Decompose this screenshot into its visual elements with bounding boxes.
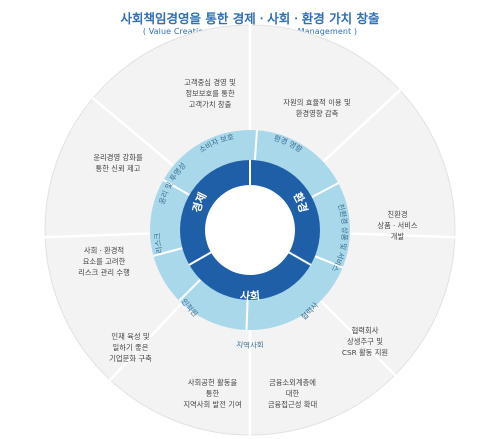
diagram-title: 사회책임경영을 통한 경제ㆍ사회ㆍ환경 가치 창출	[120, 11, 380, 26]
middle-ring-separators	[153, 130, 344, 330]
outer-ring-separator	[349, 232, 456, 239]
outer-text-partner-support: 협력회사 상생추구 및 CSR 활동 지원	[341, 326, 389, 357]
outer-ring-separator	[322, 88, 402, 163]
outer-ring-separator	[319, 299, 397, 377]
outer-text-customer-value: 고객중심 경영 및 정보보호를 통한 고객가치 창출	[184, 78, 236, 109]
middle-ring-separator	[153, 247, 183, 257]
middle-label-community: 지역사회	[236, 340, 264, 350]
middle-ring-separator	[311, 182, 339, 198]
outer-text-ethics-trust: 윤리경영 강화를 통한 신뢰 제고	[93, 153, 143, 173]
outer-text-talent-culture: 인재 육성 및 일하기 좋은 기업문화 구축	[109, 332, 152, 363]
outer-ring-separators	[44, 24, 456, 436]
middle-ring-separator	[162, 179, 190, 196]
outer-ring-separator	[108, 302, 183, 382]
middle-ring-separator	[245, 299, 249, 330]
outer-text-community-contribution: 사회공헌 활동을 통한 지역사회 발전 기여	[183, 378, 242, 409]
outer-text-eco-products-development: 친환경 상품ㆍ서비스 개발	[377, 210, 418, 241]
pillar-label-society: 사회	[239, 288, 260, 303]
outer-ring-separator	[44, 232, 151, 239]
outer-ring-separator	[91, 96, 175, 167]
middle-ring-separator	[178, 278, 202, 302]
outer-text-financial-access: 금융소외계층에 대한 금융접근성 확대	[267, 378, 318, 409]
middle-ring-separator	[314, 255, 344, 269]
center-circle	[205, 185, 295, 275]
middle-label-risk: 리스크	[153, 233, 165, 255]
outer-text-resource-efficiency: 자원의 효율적 이용 및 환경영향 감축	[283, 98, 351, 118]
middle-ring-separator	[253, 130, 258, 161]
outer-text-risk-management: 사회ㆍ환경적 요소를 고려한 리스크 관리 수행	[78, 246, 130, 277]
